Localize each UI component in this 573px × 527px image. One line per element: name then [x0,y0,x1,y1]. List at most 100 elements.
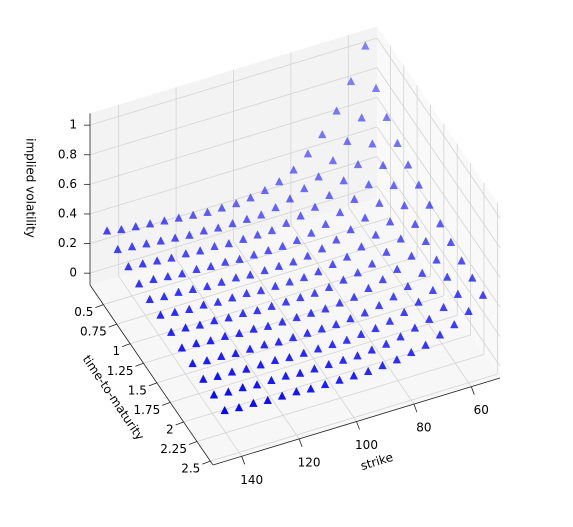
marker [332,235,341,244]
marker [188,284,198,293]
grid-line [376,126,501,308]
marker [177,343,187,352]
marker [224,313,233,322]
y-tick [202,460,211,465]
marker [310,288,319,297]
marker [217,277,226,286]
marker [432,255,441,264]
marker [396,332,405,341]
marker [317,244,327,253]
grid-line [376,37,501,219]
marker [102,226,112,235]
marker [246,193,255,202]
grid-line [156,295,444,384]
axis-line [89,284,214,466]
marker [464,306,473,315]
marker [117,224,126,234]
marker [439,302,448,312]
marker [181,249,191,258]
marker [267,375,276,385]
z-tick-label: 0.6 [58,177,77,191]
y-tick-label: 2 [166,422,174,436]
marker [367,345,377,354]
y-tick-label: 2.5 [181,462,200,476]
y-tick-label: 0.5 [74,305,93,319]
y-tick-label: 0.75 [80,325,107,339]
marker [242,364,251,373]
y-tick-label: 1 [112,344,120,358]
marker [271,202,280,212]
marker [274,337,283,346]
marker [253,305,262,315]
marker [199,374,208,383]
marker [210,241,219,251]
marker [349,292,359,301]
z-tick-label: 0.8 [58,147,77,161]
marker [303,328,312,337]
marker [253,230,262,239]
marker [414,297,423,306]
marker [335,207,345,217]
marker [245,344,255,353]
grid-line [183,334,471,423]
marker [252,380,262,389]
marker [177,269,187,278]
marker [332,106,341,115]
marker [371,83,381,92]
x-tick-label: 140 [240,473,263,487]
marker [396,234,406,243]
marker [170,233,180,242]
marker [350,194,359,203]
marker [152,256,162,265]
marker [349,371,359,380]
marker [278,317,287,326]
grid-line [116,236,404,325]
y-tick-label: 1.5 [128,383,147,397]
marker [342,335,351,344]
y-tick-label: 1.25 [107,364,134,378]
marker [307,228,316,237]
grid-line [170,315,458,403]
marker [221,257,230,266]
marker [375,198,384,207]
marker [374,300,384,310]
marker [453,289,463,298]
marker [324,359,333,369]
marker [342,252,352,261]
marker [361,41,370,50]
marker [210,315,219,325]
marker [249,250,259,259]
marker [353,351,362,360]
marker [166,327,176,336]
marker [145,294,155,304]
marker [325,190,334,200]
marker [274,261,284,270]
marker [138,259,147,268]
marker [292,312,301,322]
marker [217,351,226,360]
grid-line [210,373,498,462]
marker [331,319,341,329]
marker [289,257,298,266]
marker [267,301,276,310]
marker [281,371,290,380]
marker [392,264,402,273]
x-tick [470,386,475,395]
marker [368,139,377,148]
grid-line [89,67,378,156]
marker [159,291,169,301]
marker [346,76,356,86]
x-tick [241,456,246,465]
marker [389,180,398,190]
marker [353,159,363,169]
marker [275,176,284,186]
y-tick-label: 2.25 [160,442,187,456]
marker [310,202,320,211]
marker [393,138,402,147]
marker [296,211,305,220]
grid-line [196,354,485,442]
grid-line [376,156,501,337]
marker [400,200,409,210]
marker [392,355,402,364]
marker [170,307,180,316]
